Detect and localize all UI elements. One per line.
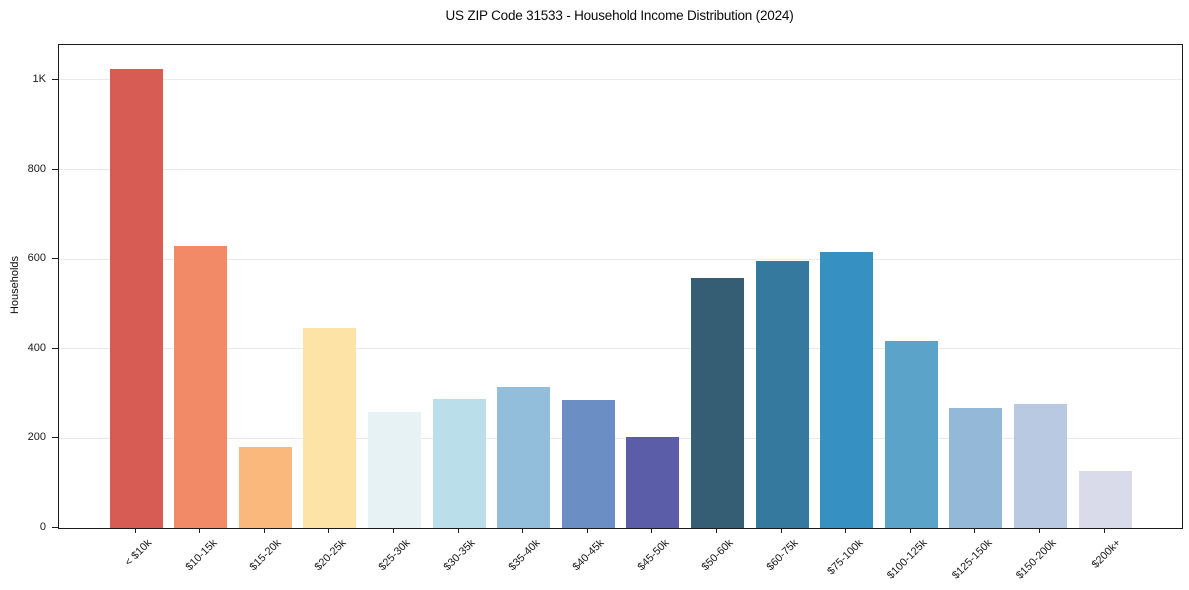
bar bbox=[367, 412, 421, 528]
gridline bbox=[59, 258, 1182, 260]
gridline bbox=[59, 437, 1182, 439]
bar bbox=[820, 251, 874, 528]
bar bbox=[303, 327, 357, 528]
x-tick-mark bbox=[328, 528, 330, 533]
x-tick-mark bbox=[134, 528, 136, 533]
y-tick-mark bbox=[52, 78, 58, 80]
x-tick-label-text: $125-150k bbox=[949, 537, 995, 582]
x-tick-mark bbox=[909, 528, 911, 533]
bar bbox=[884, 340, 938, 528]
bar bbox=[109, 68, 163, 528]
x-tick-mark bbox=[586, 528, 588, 533]
x-tick-mark bbox=[780, 528, 782, 533]
x-tick-mark bbox=[651, 528, 653, 533]
bar bbox=[238, 446, 292, 528]
x-tick-mark bbox=[1038, 528, 1040, 533]
x-tick-mark bbox=[845, 528, 847, 533]
x-tick-label-text: $25-30k bbox=[376, 537, 413, 574]
x-tick-label-text: $30-35k bbox=[441, 537, 478, 574]
bar bbox=[626, 436, 680, 528]
x-tick-mark bbox=[974, 528, 976, 533]
y-tick-mark bbox=[52, 527, 58, 528]
y-tick-mark bbox=[52, 258, 58, 260]
y-tick-label: 400 bbox=[27, 341, 46, 354]
x-tick-mark bbox=[263, 528, 265, 533]
bar bbox=[561, 400, 615, 528]
gridline bbox=[59, 169, 1182, 171]
bar bbox=[755, 260, 809, 528]
x-tick-label-text: $40-45k bbox=[570, 537, 607, 574]
x-tick-label-text: < $10k bbox=[122, 537, 155, 569]
gridline bbox=[59, 79, 1182, 81]
x-tick-label-text: $10-15k bbox=[182, 537, 220, 574]
x-tick-mark bbox=[199, 528, 201, 533]
y-tick-mark bbox=[52, 347, 58, 349]
y-tick-mark bbox=[52, 168, 58, 170]
x-tick-label-text: $20-25k bbox=[312, 537, 349, 574]
x-tick-label-text: $200k+ bbox=[1089, 537, 1124, 571]
x-tick-label-text: $75-100k bbox=[824, 537, 866, 578]
chart-title: US ZIP Code 31533 - Household Income Dis… bbox=[445, 8, 794, 23]
bar bbox=[690, 278, 744, 528]
x-tick-label-text: $150-200k bbox=[1014, 537, 1059, 582]
y-tick-label: 1K bbox=[32, 72, 46, 85]
plot-area bbox=[58, 44, 1183, 529]
y-tick-mark bbox=[52, 437, 58, 439]
y-tick-label: 200 bbox=[27, 431, 46, 444]
y-tick-label: 0 bbox=[39, 521, 46, 533]
x-tick-label-text: $45-50k bbox=[635, 537, 672, 574]
x-tick-mark bbox=[522, 528, 524, 533]
x-tick-mark bbox=[715, 528, 717, 533]
bar bbox=[949, 407, 1003, 528]
x-tick-mark bbox=[1103, 528, 1105, 533]
bar bbox=[432, 398, 486, 528]
y-tick-label: 600 bbox=[27, 252, 46, 265]
x-tick-label-text: $100-125k bbox=[885, 537, 930, 582]
bar bbox=[174, 245, 228, 528]
x-tick-label-text: $35-40k bbox=[505, 537, 543, 574]
x-tick-mark bbox=[457, 528, 459, 533]
x-tick-label-text: $15-20k bbox=[247, 537, 284, 574]
bar bbox=[497, 386, 551, 528]
x-tick-mark bbox=[392, 528, 394, 533]
bar bbox=[1078, 471, 1132, 528]
x-tick-label-text: $60-75k bbox=[764, 537, 801, 574]
y-axis-label-text: Households bbox=[9, 255, 21, 315]
bar bbox=[1013, 404, 1067, 528]
gridline bbox=[59, 348, 1182, 350]
x-tick-label-text: $50-60k bbox=[699, 537, 736, 574]
y-tick-label: 800 bbox=[27, 162, 46, 175]
